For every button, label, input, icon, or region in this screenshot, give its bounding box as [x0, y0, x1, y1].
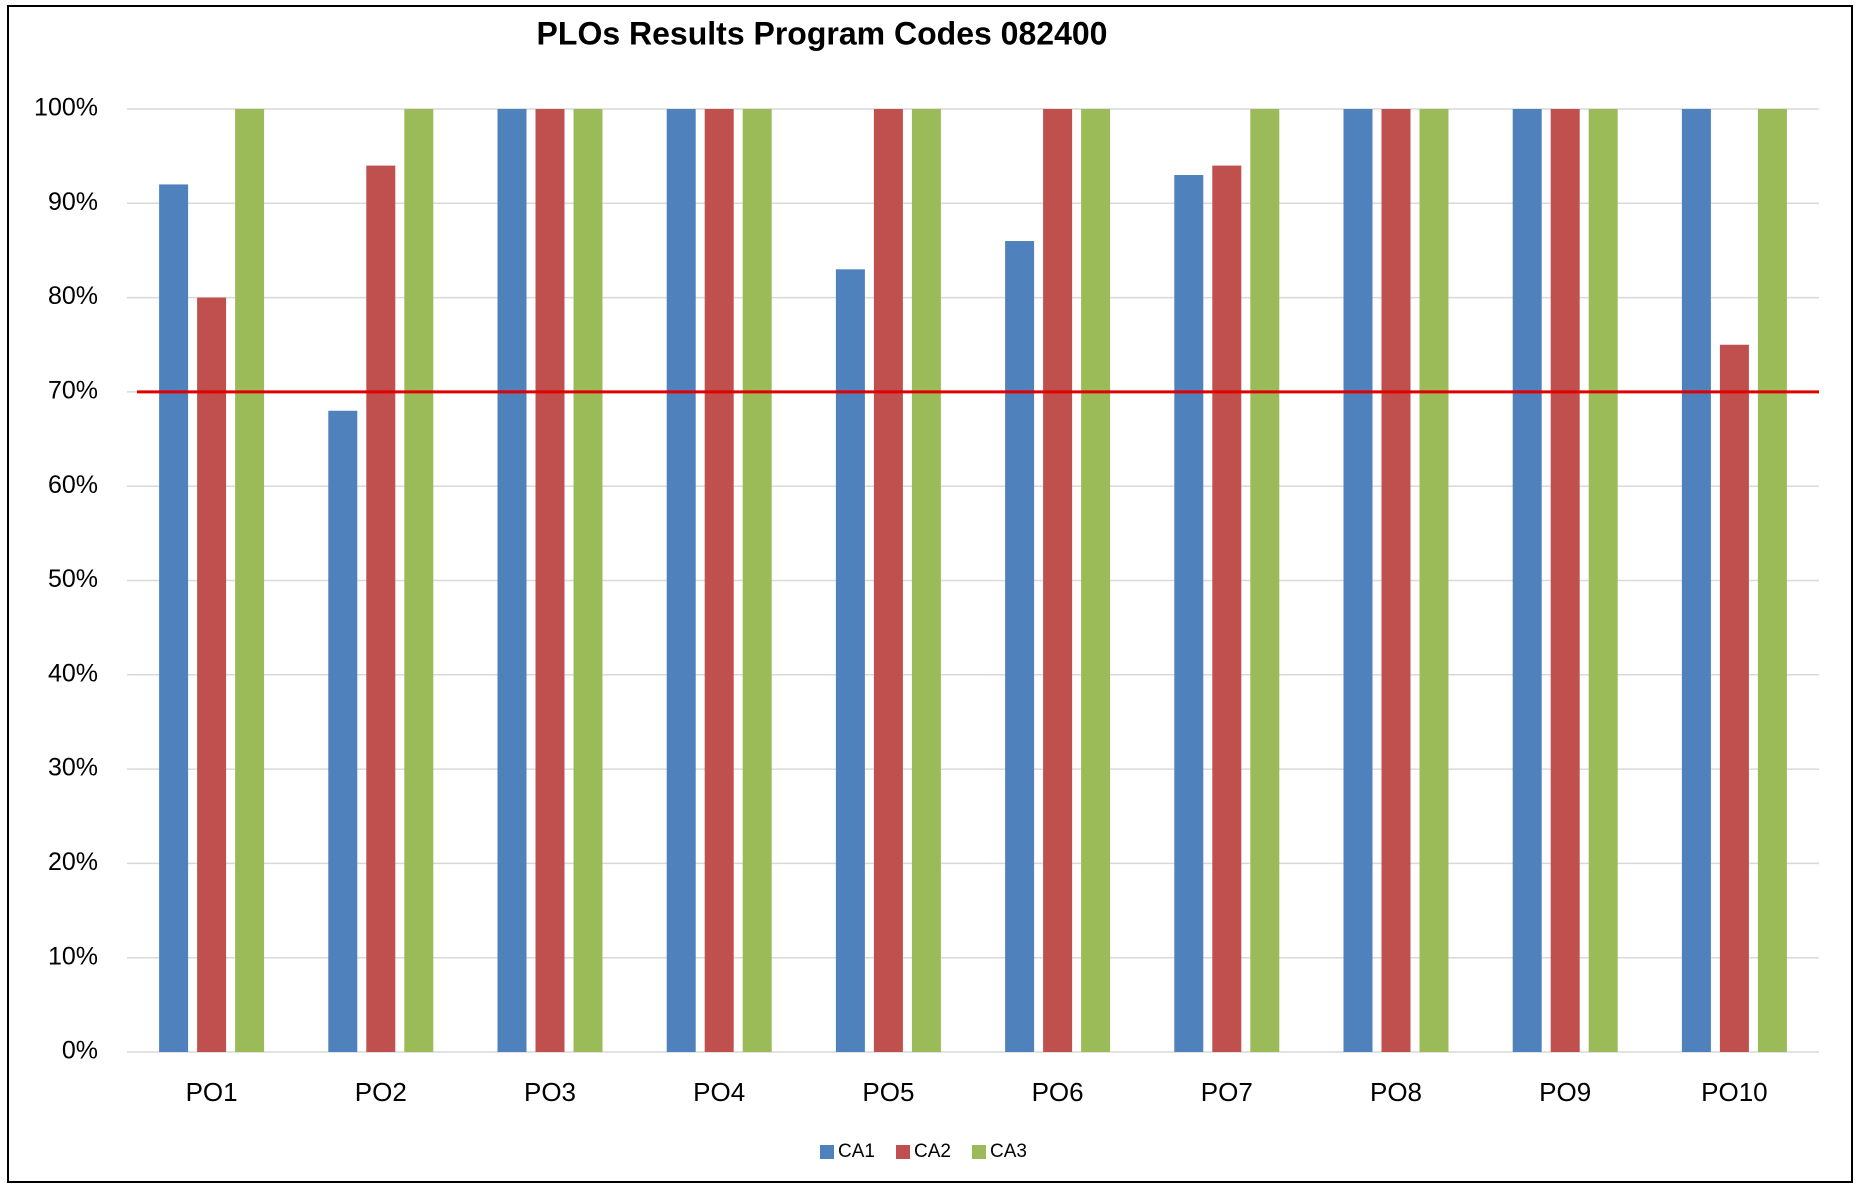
y-tick-label: 20% [48, 848, 98, 876]
bar [666, 109, 696, 1052]
y-tick-label: 90% [48, 188, 98, 216]
y-tick-label: 100% [34, 94, 98, 122]
chart-title: PLOs Results Program Codes 082400 [537, 15, 1108, 51]
y-tick-label: 0% [62, 1037, 98, 1065]
bar [873, 109, 903, 1052]
legend-label: CA2 [914, 1141, 951, 1162]
bar [1343, 109, 1373, 1052]
x-tick-label: PO8 [1370, 1077, 1422, 1107]
legend-label: CA1 [838, 1141, 875, 1162]
x-tick-label: PO7 [1201, 1077, 1253, 1107]
x-tick-label: PO9 [1539, 1077, 1591, 1107]
bar [1212, 165, 1242, 1052]
bar [159, 184, 189, 1052]
bar [1719, 344, 1749, 1052]
x-tick-label: PO4 [693, 1077, 745, 1107]
bar [835, 269, 865, 1052]
bar [1588, 109, 1618, 1052]
y-tick-label: 80% [48, 282, 98, 310]
x-tick-label: PO10 [1701, 1077, 1768, 1107]
y-tick-label: 50% [48, 565, 98, 593]
x-tick-label: PO1 [186, 1077, 238, 1107]
legend-swatch [820, 1145, 834, 1159]
bar [1381, 109, 1411, 1052]
bar [911, 109, 941, 1052]
bar [1250, 109, 1280, 1052]
legend-swatch [972, 1145, 986, 1159]
x-tick-label: PO6 [1032, 1077, 1084, 1107]
legend-label: CA3 [990, 1141, 1027, 1162]
bar [235, 109, 265, 1052]
bar [328, 410, 358, 1052]
bar [704, 109, 734, 1052]
bar [1512, 109, 1542, 1052]
x-tick-label: PO5 [862, 1077, 914, 1107]
y-tick-label: 70% [48, 377, 98, 405]
bar [535, 109, 565, 1052]
bar [573, 109, 603, 1052]
bar [1419, 109, 1449, 1052]
bar [1174, 175, 1204, 1052]
y-tick-label: 60% [48, 471, 98, 499]
bar [366, 165, 396, 1052]
bar [1043, 109, 1073, 1052]
legend-swatch [896, 1145, 910, 1159]
x-tick-label: PO2 [355, 1077, 407, 1107]
x-tick-label: PO3 [524, 1077, 576, 1107]
bar [1681, 109, 1711, 1052]
bar [1081, 109, 1111, 1052]
y-tick-label: 10% [48, 942, 98, 970]
y-tick-label: 40% [48, 659, 98, 687]
bar [404, 109, 434, 1052]
bar [1005, 241, 1035, 1052]
bar [742, 109, 772, 1052]
bar [497, 109, 527, 1052]
bar [1550, 109, 1580, 1052]
bar [197, 297, 227, 1053]
bar [1757, 109, 1787, 1052]
y-tick-label: 30% [48, 754, 98, 782]
